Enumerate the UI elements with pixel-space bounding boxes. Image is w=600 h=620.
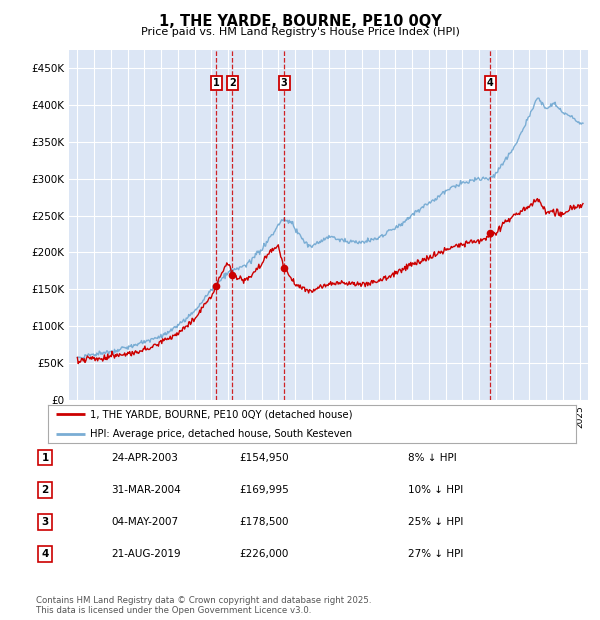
Text: 1: 1 <box>41 453 49 463</box>
Text: 4: 4 <box>41 549 49 559</box>
Text: 10% ↓ HPI: 10% ↓ HPI <box>408 485 463 495</box>
Text: 8% ↓ HPI: 8% ↓ HPI <box>408 453 457 463</box>
Text: 3: 3 <box>41 517 49 527</box>
Text: 3: 3 <box>281 78 287 88</box>
Text: 04-MAY-2007: 04-MAY-2007 <box>111 517 178 527</box>
Text: £226,000: £226,000 <box>239 549 289 559</box>
Text: 2: 2 <box>41 485 49 495</box>
Text: 1, THE YARDE, BOURNE, PE10 0QY: 1, THE YARDE, BOURNE, PE10 0QY <box>158 14 442 29</box>
Text: 24-APR-2003: 24-APR-2003 <box>111 453 178 463</box>
Text: £169,995: £169,995 <box>239 485 289 495</box>
Text: Price paid vs. HM Land Registry's House Price Index (HPI): Price paid vs. HM Land Registry's House … <box>140 27 460 37</box>
Text: 21-AUG-2019: 21-AUG-2019 <box>111 549 181 559</box>
Text: 31-MAR-2004: 31-MAR-2004 <box>111 485 181 495</box>
Text: £154,950: £154,950 <box>239 453 289 463</box>
Text: Contains HM Land Registry data © Crown copyright and database right 2025.
This d: Contains HM Land Registry data © Crown c… <box>36 596 371 615</box>
Text: HPI: Average price, detached house, South Kesteven: HPI: Average price, detached house, Sout… <box>90 428 352 439</box>
Text: 25% ↓ HPI: 25% ↓ HPI <box>408 517 463 527</box>
Text: 1, THE YARDE, BOURNE, PE10 0QY (detached house): 1, THE YARDE, BOURNE, PE10 0QY (detached… <box>90 409 353 420</box>
Text: 27% ↓ HPI: 27% ↓ HPI <box>408 549 463 559</box>
Text: £178,500: £178,500 <box>239 517 289 527</box>
Text: 1: 1 <box>213 78 220 88</box>
Text: 4: 4 <box>487 78 493 88</box>
Text: 2: 2 <box>229 78 236 88</box>
